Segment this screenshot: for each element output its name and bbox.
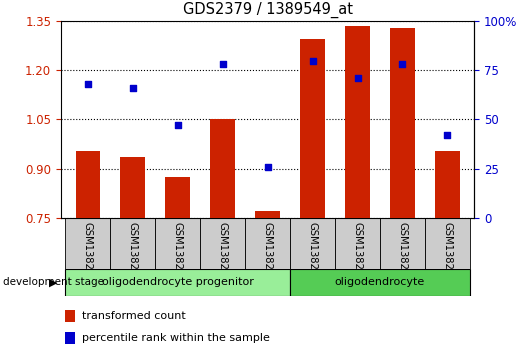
Bar: [290, 269, 470, 296]
Bar: [65, 310, 75, 322]
Bar: [380, 218, 425, 269]
Text: ▶: ▶: [49, 277, 57, 287]
Bar: [425, 218, 470, 269]
Text: transformed count: transformed count: [82, 311, 186, 321]
Bar: [210, 120, 235, 218]
Text: development stage: development stage: [3, 277, 104, 287]
Bar: [300, 39, 325, 218]
Bar: [65, 332, 75, 343]
Bar: [255, 211, 280, 218]
Text: oligodendrocyte progenitor: oligodendrocyte progenitor: [102, 277, 254, 287]
Bar: [290, 218, 335, 269]
Bar: [155, 218, 200, 269]
Bar: [435, 150, 460, 218]
Text: GSM138225: GSM138225: [398, 222, 408, 282]
Text: GSM138224: GSM138224: [352, 222, 363, 282]
Text: GSM138229: GSM138229: [443, 222, 453, 282]
Bar: [110, 218, 155, 269]
Text: GSM138220: GSM138220: [173, 222, 183, 282]
Text: GSM138221: GSM138221: [218, 222, 228, 282]
Bar: [245, 218, 290, 269]
Bar: [335, 218, 380, 269]
Point: [129, 85, 137, 91]
Bar: [76, 150, 100, 218]
Text: GSM138222: GSM138222: [263, 222, 272, 282]
Point: [398, 62, 407, 67]
Point: [443, 132, 452, 138]
Text: oligodendrocyte: oligodendrocyte: [335, 277, 425, 287]
Bar: [390, 28, 415, 218]
Point: [218, 62, 227, 67]
Bar: [200, 218, 245, 269]
Text: GSM138219: GSM138219: [128, 222, 138, 282]
Text: GSM138218: GSM138218: [83, 222, 93, 282]
Text: percentile rank within the sample: percentile rank within the sample: [82, 332, 269, 343]
Bar: [65, 218, 110, 269]
Point: [308, 58, 317, 63]
Text: GSM138223: GSM138223: [307, 222, 317, 282]
Title: GDS2379 / 1389549_at: GDS2379 / 1389549_at: [183, 2, 352, 18]
Point: [354, 75, 362, 81]
Bar: [120, 157, 145, 218]
Bar: [65, 269, 290, 296]
Point: [173, 122, 182, 128]
Bar: [165, 177, 190, 218]
Point: [84, 81, 92, 87]
Bar: [345, 26, 370, 218]
Point: [263, 164, 272, 170]
